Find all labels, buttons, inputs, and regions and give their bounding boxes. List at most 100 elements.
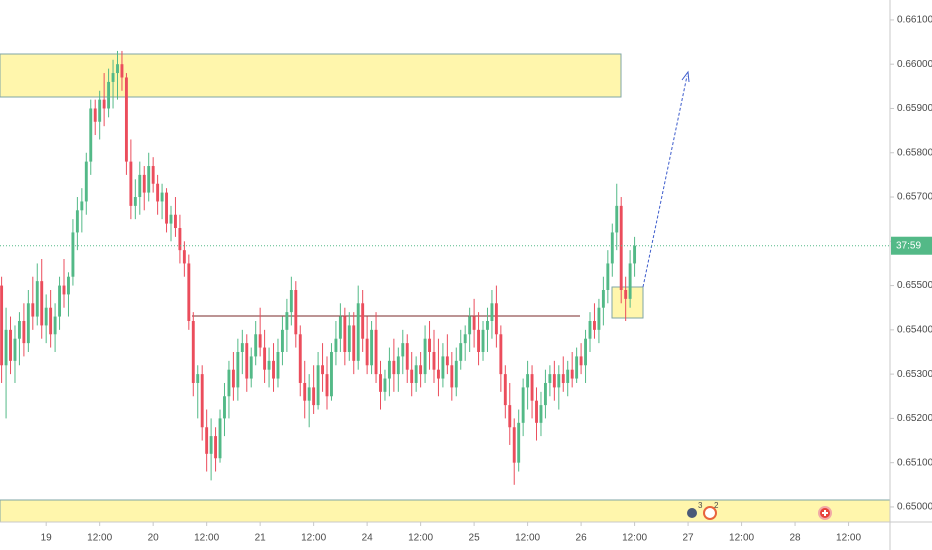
candle-body bbox=[285, 312, 289, 330]
candle-body bbox=[543, 382, 547, 406]
candle-body bbox=[67, 276, 70, 295]
candle-body bbox=[459, 343, 463, 361]
candle-body bbox=[486, 320, 489, 330]
candle-body bbox=[169, 214, 173, 224]
candle-body bbox=[258, 334, 262, 348]
y-tick-label: 0.65100 bbox=[897, 457, 932, 468]
candle-body bbox=[383, 378, 387, 392]
candle-body bbox=[321, 365, 324, 375]
overlay bbox=[642, 70, 690, 288]
candle-body bbox=[312, 387, 316, 406]
candle-body bbox=[267, 360, 271, 370]
x-tick-label: 19 bbox=[41, 533, 53, 544]
candle-body bbox=[200, 374, 204, 428]
candle-body bbox=[334, 338, 338, 352]
candle-body bbox=[147, 166, 151, 193]
candle-body bbox=[124, 77, 128, 162]
candle-body bbox=[40, 281, 44, 326]
candle-body bbox=[365, 338, 369, 366]
event-icon[interactable] bbox=[703, 506, 717, 520]
candle-body bbox=[450, 365, 454, 388]
last-price-box bbox=[891, 236, 932, 255]
candle-body bbox=[107, 81, 111, 109]
candle-body bbox=[593, 320, 596, 330]
candle-body bbox=[419, 365, 423, 375]
candle-body bbox=[9, 329, 12, 361]
arrow-head bbox=[681, 70, 690, 83]
x-tick-label: 12:00 bbox=[729, 533, 754, 544]
event-icon[interactable] bbox=[687, 508, 697, 518]
candle-body bbox=[13, 338, 17, 361]
candle-body bbox=[615, 205, 619, 233]
x-tick-label: 12:00 bbox=[622, 533, 647, 544]
candle-body bbox=[35, 281, 39, 317]
candle-body bbox=[387, 360, 391, 379]
candle-body bbox=[432, 351, 436, 370]
candle-body bbox=[93, 108, 97, 122]
candle-body bbox=[508, 405, 512, 428]
candle-body bbox=[214, 436, 218, 459]
candle-body bbox=[423, 338, 427, 375]
candle-body bbox=[401, 343, 405, 357]
candle-body bbox=[298, 334, 302, 383]
y-tick-label: 0.65000 bbox=[897, 502, 932, 513]
candle-body bbox=[254, 334, 258, 357]
candle-body bbox=[512, 427, 516, 463]
y-tick-label: 0.65900 bbox=[897, 103, 932, 114]
candle-body bbox=[4, 329, 8, 366]
candle-body bbox=[71, 232, 75, 277]
candle-body bbox=[338, 316, 342, 339]
candle-body bbox=[374, 329, 378, 375]
y-tick-label: 0.65500 bbox=[897, 280, 932, 291]
candle-body bbox=[98, 99, 102, 122]
candle-body bbox=[316, 365, 320, 406]
candle-body bbox=[619, 205, 623, 290]
candle-body bbox=[490, 303, 494, 321]
candle-body bbox=[49, 307, 53, 335]
candle-body bbox=[62, 285, 66, 295]
candle-body bbox=[111, 73, 115, 82]
candle-body bbox=[227, 369, 231, 397]
candles bbox=[0, 50, 637, 485]
y-tick-label: 0.65800 bbox=[897, 147, 932, 158]
candle-body bbox=[633, 245, 637, 264]
candle-body bbox=[129, 161, 133, 206]
candle-body bbox=[414, 365, 418, 383]
candle-body bbox=[178, 228, 182, 251]
candle-body bbox=[240, 343, 244, 352]
candle-body bbox=[84, 161, 88, 202]
candle-body bbox=[116, 64, 119, 74]
candle-body bbox=[597, 307, 601, 330]
candle-body bbox=[584, 338, 587, 366]
candle-body bbox=[352, 325, 356, 361]
candle-body bbox=[133, 197, 137, 206]
x-tick-label: 24 bbox=[362, 533, 374, 544]
candle-body bbox=[165, 192, 168, 224]
event-count: 2 bbox=[714, 501, 719, 510]
candle-body bbox=[223, 396, 226, 419]
candle-body bbox=[0, 285, 4, 366]
y-tick-label: 0.66000 bbox=[897, 59, 932, 70]
candle-body bbox=[160, 192, 164, 202]
y-tick-label: 0.65200 bbox=[897, 413, 932, 424]
y-tick-label: 0.65300 bbox=[897, 369, 932, 380]
y-tick-label: 0.65700 bbox=[897, 192, 932, 203]
candle-body bbox=[26, 303, 30, 344]
candle-body bbox=[294, 290, 298, 335]
candle-body bbox=[356, 303, 360, 361]
candle-body bbox=[606, 263, 610, 290]
candle-body bbox=[410, 369, 414, 383]
candle-body bbox=[236, 351, 240, 388]
x-tick-label: 21 bbox=[255, 533, 267, 544]
candle-body bbox=[325, 374, 329, 397]
candle-body bbox=[477, 329, 481, 352]
x-tick-label: 25 bbox=[469, 533, 481, 544]
event-count: 3 bbox=[698, 501, 703, 510]
candle-body bbox=[535, 400, 538, 423]
x-tick-label: 27 bbox=[683, 533, 695, 544]
candle-body bbox=[503, 374, 507, 406]
candle-body bbox=[138, 174, 142, 198]
candle-body bbox=[601, 290, 605, 308]
demand-zone bbox=[0, 499, 891, 523]
